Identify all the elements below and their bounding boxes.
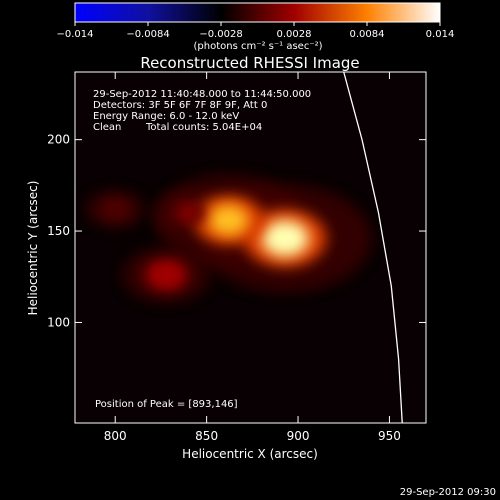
source-core [178,205,198,221]
detectors-text: Detectors: 3F 5F 6F 7F 8F 9F, Att 0 [93,100,267,111]
energy-range-text: Energy Range: 6.0 - 12.0 keV [93,111,239,122]
y-axis-label: Heliocentric Y (arcsec) [26,181,40,316]
y-tick-label: 200 [47,133,70,147]
source-core [208,204,249,236]
heatmap-image [85,174,372,303]
x-tick-label: 800 [104,429,127,443]
peak-position-text: Position of Peak = [893,146] [95,399,238,410]
colorbar-tick-label: 0.0028 [277,29,312,40]
solar-limb-line [343,72,403,423]
y-tick-label: 100 [47,315,70,329]
plot-frame [74,71,427,424]
x-tick-label: 900 [287,429,310,443]
colorbar-tick-label: 0.0084 [350,29,385,40]
colorbar-tick-label: −0.014 [56,29,93,40]
time-range-text: 29-Sep-2012 11:40:48.000 to 11:44:50.000 [93,89,311,100]
total-counts-text: Total counts: 5.04E+04 [145,122,262,133]
footer-timestamp: 29-Sep-2012 09:30 [400,487,496,498]
y-tick-label: 150 [47,224,70,238]
source-core [154,265,179,285]
colorbar-units: (photons cm⁻² s⁻¹ asec⁻²) [193,41,322,52]
x-tick-label: 950 [378,429,401,443]
chart-title: Reconstructed RHESSI Image [140,54,359,72]
clean-label: Clean [93,122,121,133]
x-tick-label: 850 [195,429,218,443]
source-core [107,202,124,216]
x-axis-label: Heliocentric X (arcsec) [182,447,318,461]
colorbar-tick-label: 0.014 [426,29,455,40]
colorbar [74,2,441,23]
colorbar-tick-label: −0.0028 [199,29,242,40]
source-core [261,220,309,257]
colorbar-tick-label: −0.0084 [126,29,169,40]
